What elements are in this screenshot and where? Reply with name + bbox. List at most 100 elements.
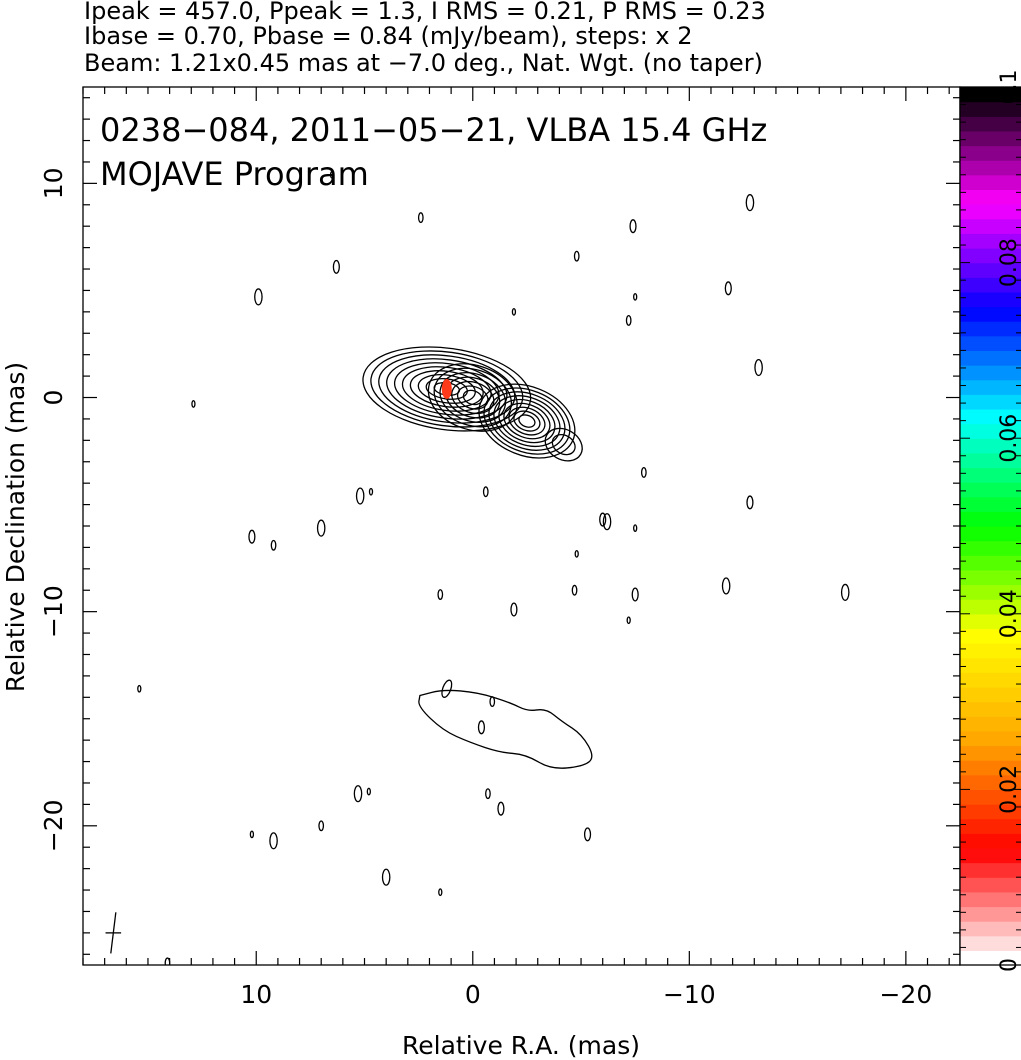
source-contour [493,395,561,448]
colorbar-swatch [960,160,1021,176]
y-tick-label: 10 [39,167,68,199]
colorbar-swatch [960,130,1021,147]
colorbar-swatch [960,730,1021,747]
colorbar-swatch [960,408,1021,425]
source-contour [401,366,492,412]
colorbar-swatch [960,306,1021,322]
source-contour [488,391,566,451]
colorbar-swatch [960,291,1021,308]
noise-contour [353,785,363,803]
source-contour [551,433,576,456]
y-tick-label: −10 [39,585,68,638]
noise-contour [602,513,612,531]
noise-contour [625,314,632,326]
colorbar-swatch [960,174,1021,191]
colorbar-swatch [960,482,1021,498]
x-tick-label: −20 [879,980,932,1009]
colorbar-tick-label: 0 [997,958,1021,972]
colorbar-swatch [960,394,1021,410]
colorbar-swatch [960,555,1021,571]
colorbar-swatch [960,101,1021,117]
noise-contour [574,549,579,558]
header-line-3: Beam: 1.21x0.45 mas at −7.0 deg., Nat. W… [84,49,763,77]
colorbar-swatch [960,716,1021,732]
colorbar-tick-label: 0.08 [997,238,1021,287]
noise-contour [724,281,732,296]
source-contour [503,402,551,440]
colorbar-swatch [960,321,1021,337]
noise-contour [571,584,578,596]
noise-contour [417,212,424,224]
colorbar-swatch [960,774,1021,790]
colorbar-swatch [960,423,1021,439]
colorbar-swatch [960,87,1021,103]
noise-contour [485,788,491,800]
noise-contour [318,820,325,832]
noise-contour [626,616,631,625]
noise-contour [511,307,517,316]
colorbar-swatch [960,262,1021,278]
noise-contour [248,529,256,544]
noise-contour [583,827,592,842]
source-contour [427,363,518,432]
extended-emission-contour [418,689,593,769]
noise-contour [381,868,391,886]
header-line-2: Ibase = 0.70, Pbase = 0.84 (mJy/beam), s… [84,22,693,50]
noise-contour [633,524,638,533]
noise-contour [270,539,277,551]
colorbar-swatch [960,247,1021,264]
source-contour [498,398,556,444]
source-contour [483,387,571,455]
colorbar-swatch [960,613,1021,630]
source-contour [433,367,512,428]
noise-contour [640,467,647,478]
noise-contour [489,696,496,708]
noise-contour [482,486,489,498]
colorbar-swatch [960,584,1021,600]
colorbar-swatch [960,116,1021,132]
chart-title: 0238−084, 2011−05−21, VLBA 15.4 GHz [100,111,767,149]
noise-contour [721,577,731,595]
colorbar-swatch [960,672,1021,688]
source-contour [425,378,469,400]
colorbar-swatch [960,350,1021,366]
y-axis-label: Relative Declination (mas) [1,362,30,692]
colorbar-swatch [960,569,1021,586]
colorbar-swatch [960,628,1021,644]
colorbar-swatch [960,643,1021,659]
noise-contour [355,487,365,505]
noise-contour [437,589,444,600]
colorbar-swatch [960,189,1021,205]
noise-contour [164,957,171,965]
colorbar-swatch [960,789,1021,805]
plot-frame [82,86,961,966]
noise-contour [599,512,607,527]
x-tick-label: 0 [465,980,481,1009]
colorbar-swatch [960,496,1021,512]
colorbar-swatch [960,804,1021,820]
colorbar-swatch [960,686,1021,703]
chart-subtitle: MOJAVE Program [100,155,369,193]
noise-contour [316,519,326,537]
colorbar-swatch [960,701,1021,717]
colorbar-swatch [960,467,1021,483]
colorbar-swatch [960,145,1021,161]
colorbar-swatch [960,921,1021,937]
colorbar-swatch [960,862,1021,878]
noise-contour [366,787,371,796]
colorbar-tick-label: 0.06 [997,414,1021,463]
extended-inner-contour [441,679,453,698]
colorbar-swatch [960,365,1021,381]
colorbar-swatch [960,204,1021,220]
source-contour [378,354,516,424]
noise-contour [629,219,637,234]
noise-contour [329,170,335,179]
colorbar-swatch [960,906,1021,922]
colorbar-swatch [960,540,1021,556]
header-line-1: Ipeak = 457.0, Ppeak = 1.3, I RMS = 0.21… [84,0,766,25]
polarization-core [441,378,452,399]
colorbar-swatch [960,745,1021,761]
colorbar-swatch [960,379,1021,395]
colorbar-swatch [960,877,1021,893]
source-contour [439,372,507,423]
